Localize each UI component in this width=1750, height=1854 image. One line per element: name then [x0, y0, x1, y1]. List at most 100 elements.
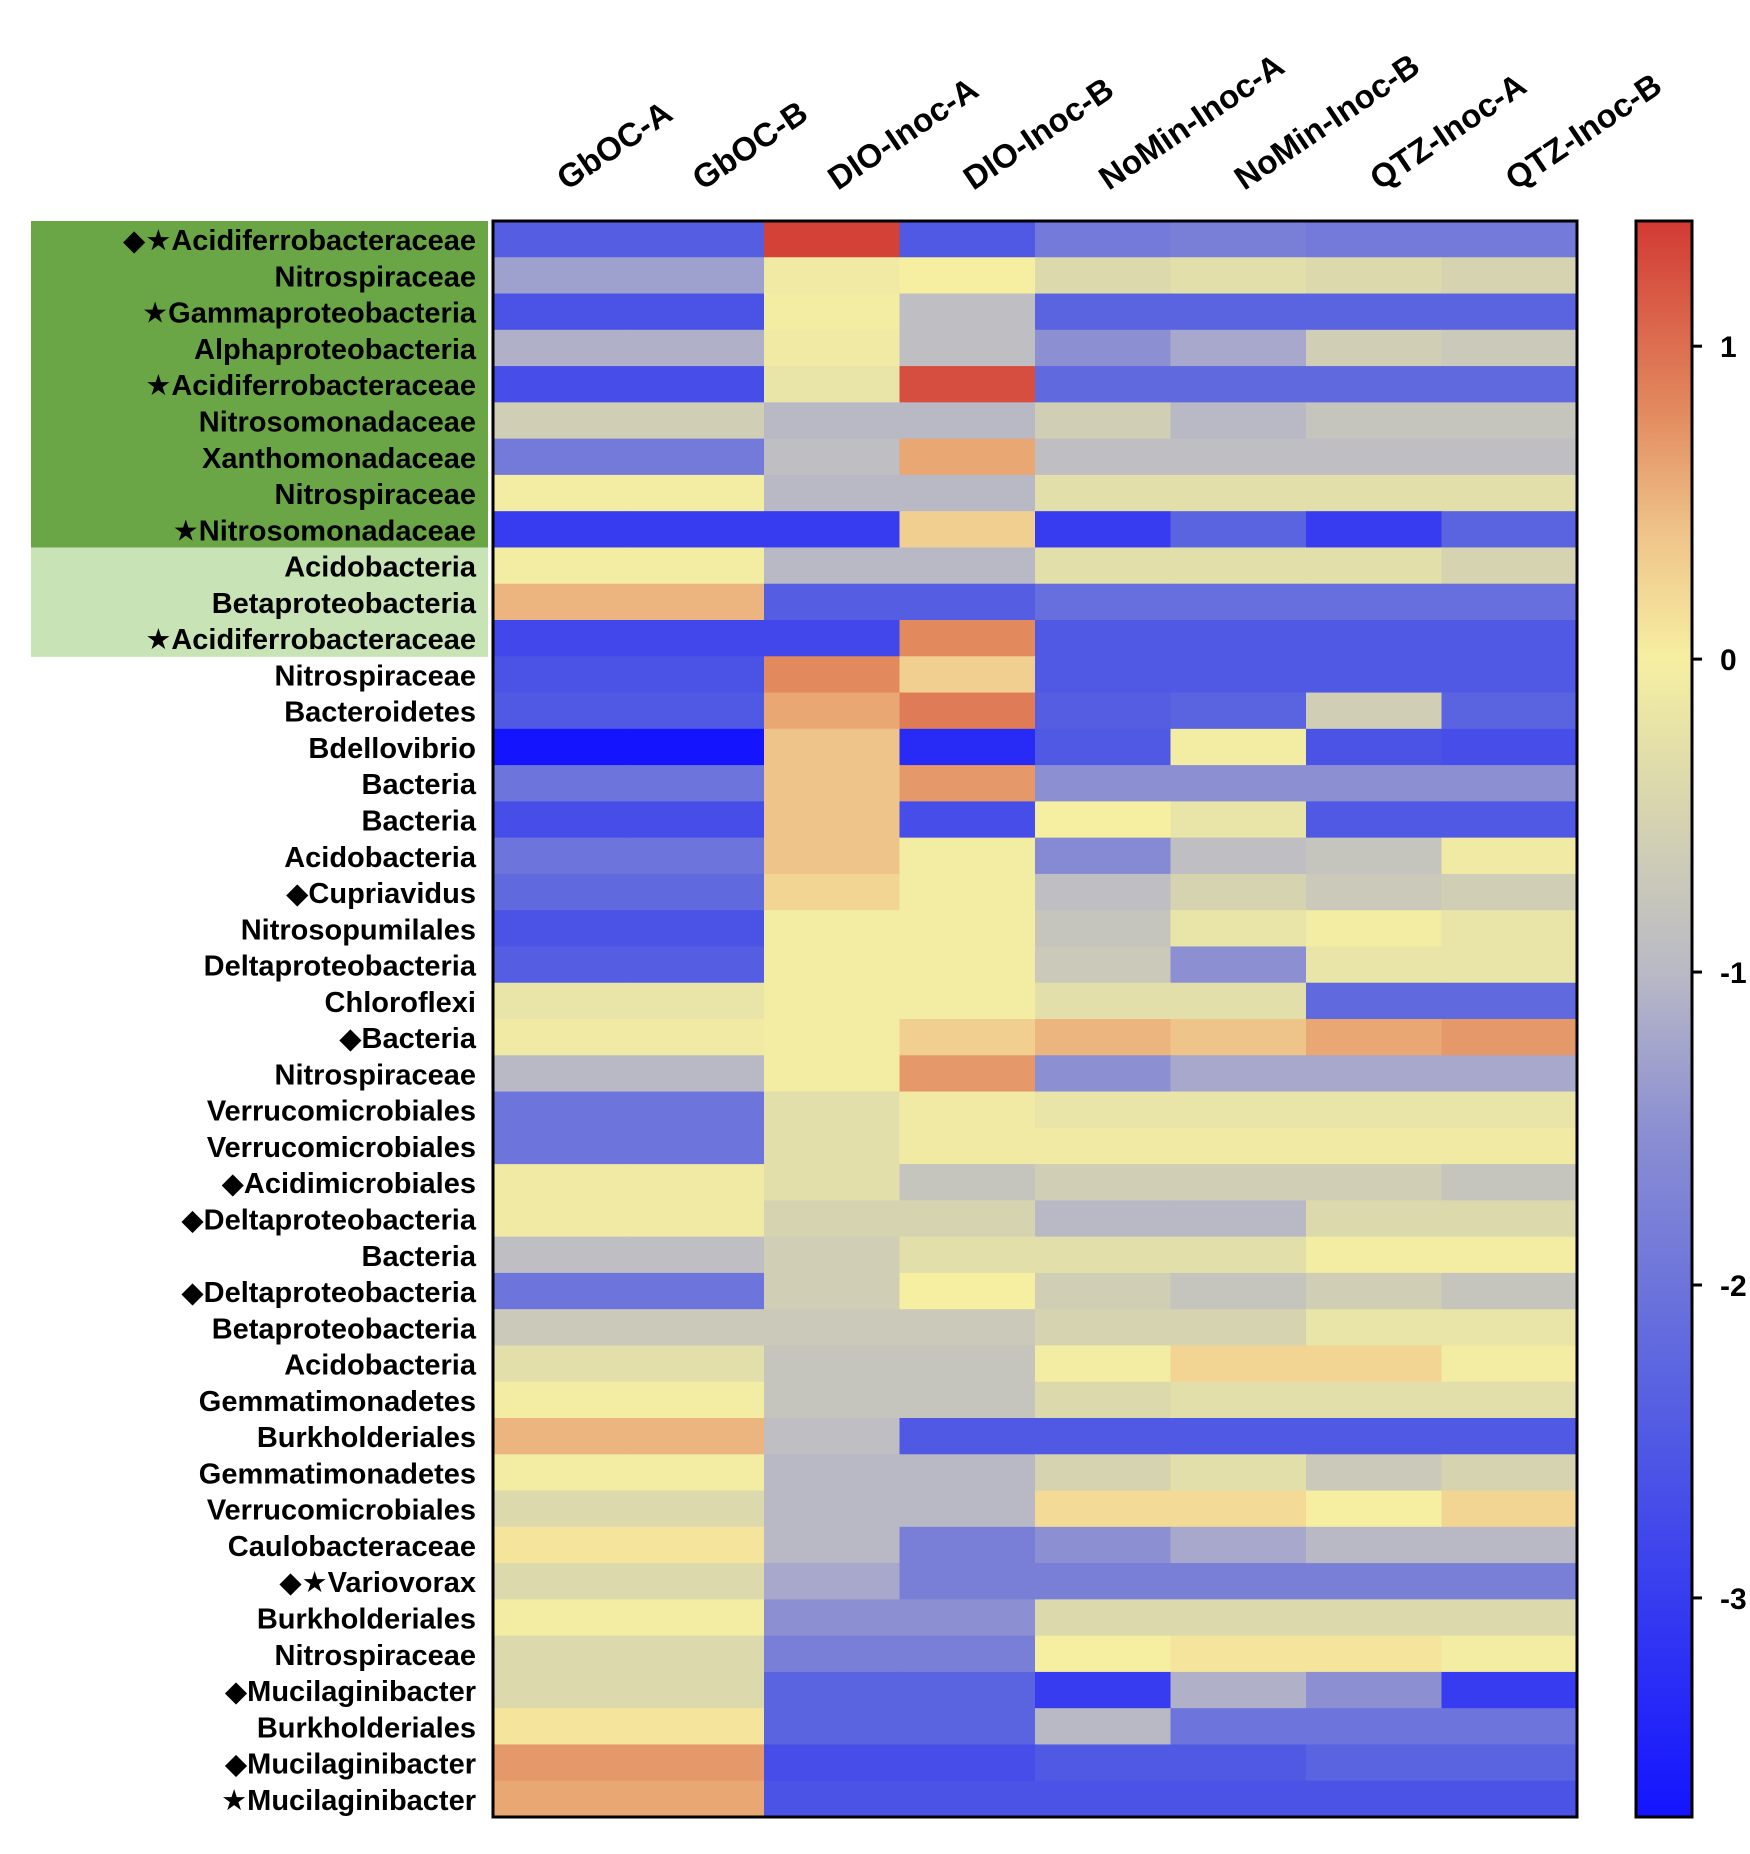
heatmap-cell	[764, 656, 901, 694]
row-label-text: Deltaproteobacteria	[204, 1205, 477, 1237]
row-marker: ◆	[225, 1749, 248, 1781]
row-marker: ◆	[286, 878, 309, 910]
row-label: Bacteria	[362, 769, 477, 801]
heatmap-cell	[1306, 257, 1443, 295]
row-label: Nitrospiraceae	[275, 660, 477, 692]
heatmap-cell	[1170, 1055, 1307, 1093]
heatmap-cell	[493, 1309, 630, 1347]
heatmap-cell	[764, 1780, 901, 1818]
row-label-text: Verrucomicrobiales	[207, 1096, 476, 1128]
heatmap-cell	[628, 1744, 765, 1782]
heatmap-cell	[1306, 1454, 1443, 1492]
highlight-layer	[31, 221, 488, 657]
label-highlight	[31, 583, 488, 621]
heatmap-cell	[764, 1490, 901, 1528]
heatmap-cell	[899, 257, 1036, 295]
heatmap-cell	[1170, 765, 1307, 802]
heatmap-cell	[1170, 1345, 1307, 1383]
heatmap-cell	[764, 1563, 901, 1600]
heatmap-cell	[628, 656, 765, 694]
heatmap-cell	[628, 583, 765, 621]
heatmap-cell	[1035, 1563, 1172, 1600]
row-label: Burkholderiales	[257, 1422, 476, 1454]
heatmap-cell	[1035, 1708, 1172, 1746]
label-highlight	[31, 620, 488, 657]
heatmap-cell	[628, 1127, 765, 1165]
label-highlight	[31, 366, 488, 403]
heatmap-cell	[1306, 1744, 1443, 1782]
heatmap-cell	[1170, 982, 1307, 1020]
row-label-text: Bdellovibrio	[308, 733, 476, 765]
heatmap-cell	[764, 293, 901, 331]
heatmap-cell	[628, 547, 765, 585]
heatmap-cell	[1035, 1599, 1172, 1637]
heatmap-cell	[1441, 765, 1578, 802]
label-highlight	[31, 221, 488, 258]
label-highlight	[31, 329, 488, 367]
row-label-text: Acidiferrobacteraceae	[171, 225, 476, 257]
heatmap-cell	[628, 946, 765, 984]
heatmap-cell	[628, 873, 765, 911]
heatmap-cell	[493, 1780, 630, 1818]
heatmap-cell	[628, 1164, 765, 1201]
heatmap-cell	[1306, 1490, 1443, 1528]
row-label: Xanthomonadaceae	[202, 443, 476, 475]
row-label: Deltaproteobacteria	[204, 951, 477, 983]
colorbar-tick-label: 0	[1720, 644, 1737, 677]
colorbar	[1634, 219, 1694, 1819]
heatmap-cell	[1306, 474, 1443, 512]
row-label-text: Nitrosomonadaceae	[199, 407, 476, 439]
row-label: Gemmatimonadetes	[199, 1386, 476, 1418]
heatmap-cell	[1306, 1671, 1443, 1709]
heatmap-cell	[1170, 547, 1307, 585]
heatmap-cell	[764, 1236, 901, 1274]
heatmap-cell	[1306, 765, 1443, 802]
heatmap-cell	[1170, 620, 1307, 657]
heatmap-cell	[493, 293, 630, 331]
heatmap-cell	[628, 1019, 765, 1056]
heatmap-cell	[1170, 692, 1307, 730]
row-label-text: Verrucomicrobiales	[207, 1132, 476, 1164]
heatmap-cell	[1170, 1091, 1307, 1129]
heatmap-cell	[628, 1055, 765, 1093]
row-label: ★Nitrosomonadaceae	[173, 515, 476, 547]
row-label: Nitrospiraceae	[275, 1640, 477, 1672]
heatmap-cell	[899, 1563, 1036, 1600]
heatmap-cell	[1441, 1019, 1578, 1056]
heatmap-cell	[1441, 474, 1578, 512]
heatmap-cell	[1306, 402, 1443, 440]
heatmap-cell	[1035, 982, 1172, 1020]
heatmap-cell	[1035, 692, 1172, 730]
heatmap-cell	[493, 728, 630, 766]
heatmap-cell	[764, 1635, 901, 1673]
heatmap-cell	[764, 910, 901, 948]
heatmap-cell	[628, 402, 765, 440]
heatmap-cell	[764, 402, 901, 440]
heatmap-cell	[1035, 1055, 1172, 1093]
heatmap-cell	[764, 1200, 901, 1238]
heatmap-cell	[493, 1744, 630, 1782]
heatmap-cell	[1441, 366, 1578, 403]
row-label-text: Mucilaginibacter	[247, 1749, 476, 1781]
row-label-text: Betaproteobacteria	[212, 588, 477, 620]
heatmap-cell	[1306, 620, 1443, 657]
row-marker: ◆★	[279, 1567, 327, 1599]
row-labels: ◆★AcidiferrobacteraceaeNitrospiraceae★Ga…	[123, 225, 477, 1817]
row-label: Chloroflexi	[325, 987, 476, 1019]
heatmap-cell	[764, 801, 901, 839]
heatmap-cell	[1035, 1127, 1172, 1165]
row-marker: ★	[145, 624, 171, 656]
heatmap-cell	[493, 982, 630, 1020]
heatmap-cell	[899, 1164, 1036, 1201]
heatmap-cell	[1441, 873, 1578, 911]
row-label-text: Nitrosopumilales	[241, 914, 476, 946]
heatmap-cell	[764, 1671, 901, 1709]
colorbar-tick-label: -2	[1720, 1270, 1747, 1303]
heatmap-cell	[1306, 366, 1443, 403]
row-label: Verrucomicrobiales	[207, 1096, 476, 1128]
heatmap-cell	[1170, 1019, 1307, 1056]
row-label-text: Alphaproteobacteria	[194, 334, 477, 366]
row-label-text: Acidobacteria	[284, 552, 477, 584]
heatmap-cell	[1306, 1091, 1443, 1129]
heatmap-cell	[628, 1309, 765, 1347]
